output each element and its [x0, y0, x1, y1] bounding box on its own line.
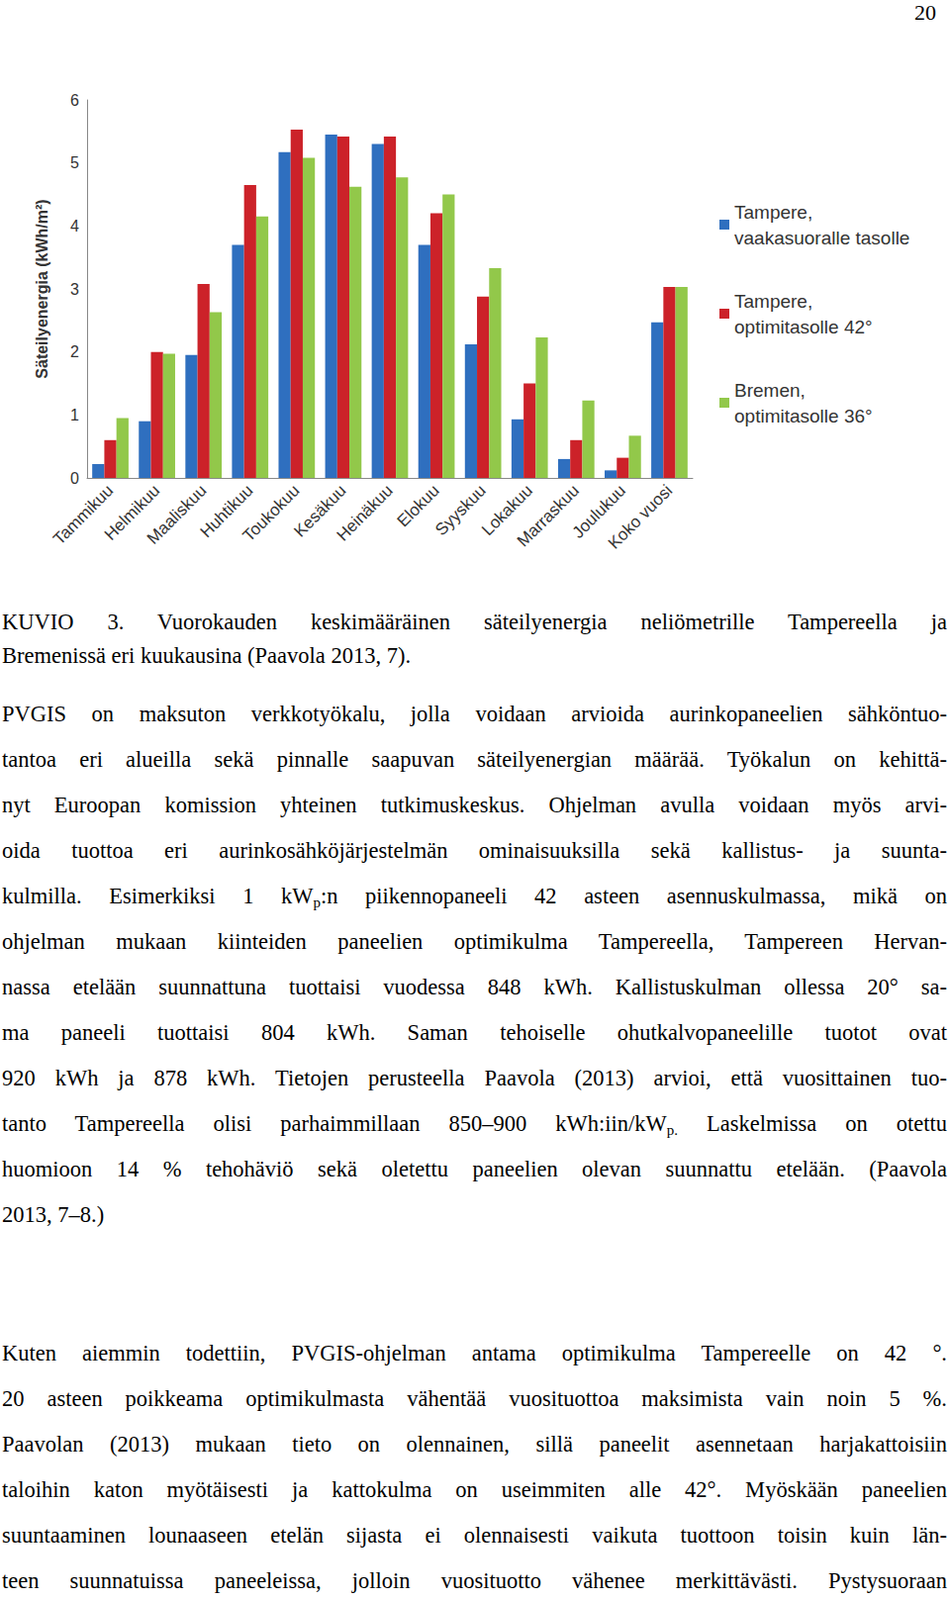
svg-text:Maaliskuu: Maaliskuu: [143, 480, 211, 549]
html-text:kulmilla. Esimerkiksi 1 kWp:n: kulmilla. Esimerkiksi 1 kWp:n piikennopa…: [1, 883, 948, 911]
html-text:KUVIO 3. Vuorokauden keskimäär: KUVIO 3. Vuorokauden keskimääräinen säte…: [1, 609, 948, 635]
html-text:Kuten aiemmin todettiin, PVGIS: Kuten aiemmin todettiin, PVGIS-ohjelman …: [1, 1340, 948, 1366]
svg-text:1: 1: [70, 406, 80, 424]
svg-text:Säteilyenergia (kWh/m²): Säteilyenergia (kWh/m²): [33, 198, 51, 379]
svg-text:Helmikuu: Helmikuu: [100, 481, 164, 545]
svg-text:Syyskuu: Syyskuu: [431, 480, 490, 540]
html-text:tantoa eri alueilla sekä pinna: tantoa eri alueilla sekä pinnalle saapuv…: [1, 747, 948, 772]
svg-text:3: 3: [70, 281, 80, 298]
html-text:920 kWh ja 878 kWh. Tietojen p: 920 kWh ja 878 kWh. Tietojen perusteella…: [1, 1065, 948, 1091]
svg-text:optimitasolle 42°: optimitasolle 42°: [734, 316, 873, 338]
svg-text:Tampere,: Tampere,: [734, 290, 813, 312]
html-text:suuntaaminen lounaaseen etelän: suuntaaminen lounaaseen etelän sijasta e…: [1, 1522, 948, 1548]
html-text:nyt Euroopan komission yhteine: nyt Euroopan komission yhteinen tutkimus…: [1, 792, 948, 818]
svg-text:Tampere,: Tampere,: [734, 201, 813, 223]
svg-text:Lokakuu: Lokakuu: [478, 481, 537, 540]
svg-text:optimitasolle 36°: optimitasolle 36°: [734, 405, 873, 427]
svg-text:2: 2: [70, 343, 80, 361]
html-text:nassa etelään suunnattuna tuot: nassa etelään suunnattuna tuottaisi vuod…: [1, 974, 948, 1000]
html-text:20: 20: [914, 0, 937, 25]
html-text:teen suunnatuissa paneeleissa,: teen suunnatuissa paneeleissa, jolloin v…: [1, 1568, 948, 1594]
svg-text:Heinäkuu: Heinäkuu: [333, 480, 397, 545]
svg-text:Bremen,: Bremen,: [734, 380, 806, 401]
html-text:Bremenissä eri kuukausina (Paa: Bremenissä eri kuukausina (Paavola 2013,…: [1, 643, 411, 668]
html-text:taloihin katon myötäisesti ja: taloihin katon myötäisesti ja kattokulma…: [1, 1477, 948, 1503]
html-text:ma paneeli tuottaisi 804 kWh.: ma paneeli tuottaisi 804 kWh. Saman teho…: [1, 1020, 948, 1045]
svg-text:vaakasuoralle tasolle: vaakasuoralle tasolle: [734, 227, 910, 249]
svg-text:Kesäkuu: Kesäkuu: [290, 481, 350, 541]
svg-text:Joulukuu: Joulukuu: [568, 481, 630, 543]
html-text:ohjelman mukaan kiinteiden pan: ohjelman mukaan kiinteiden paneelien opt…: [1, 929, 948, 954]
html-text:tanto Tampereella olisi parhai: tanto Tampereella olisi parhaimmillaan 8…: [1, 1111, 948, 1139]
svg-text:Marraskuu: Marraskuu: [513, 480, 583, 551]
svg-text:6: 6: [70, 92, 80, 109]
html-text:2013, 7–8.): 2013, 7–8.): [1, 1202, 105, 1228]
svg-text:Huhtikuu: Huhtikuu: [196, 481, 257, 542]
svg-text:5: 5: [70, 154, 80, 172]
svg-text:Toukokuu: Toukokuu: [239, 480, 304, 546]
svg-text:Koko vuosi: Koko vuosi: [604, 480, 676, 553]
svg-text:4: 4: [70, 217, 80, 235]
html-text:20 asteen poikkeama optimikulm: 20 asteen poikkeama optimikulmasta vähen…: [1, 1386, 948, 1412]
svg-text:Tammikuu: Tammikuu: [49, 480, 117, 549]
html-text:oida tuottoa eri aurinkosähköj: oida tuottoa eri aurinkosähköjärjestelmä…: [1, 838, 948, 863]
html-text:Paavolan (2013) mukaan tieto o: Paavolan (2013) mukaan tieto on olennain…: [1, 1431, 948, 1457]
svg-text:Elokuu: Elokuu: [393, 481, 444, 531]
html-text:huomioon 14 % tehohäviö sekä o: huomioon 14 % tehohäviö sekä oletettu pa…: [1, 1156, 948, 1182]
svg-text:0: 0: [70, 470, 80, 487]
html-text:PVGIS on maksuton verkkotyökal: PVGIS on maksuton verkkotyökalu, jolla v…: [1, 701, 948, 727]
